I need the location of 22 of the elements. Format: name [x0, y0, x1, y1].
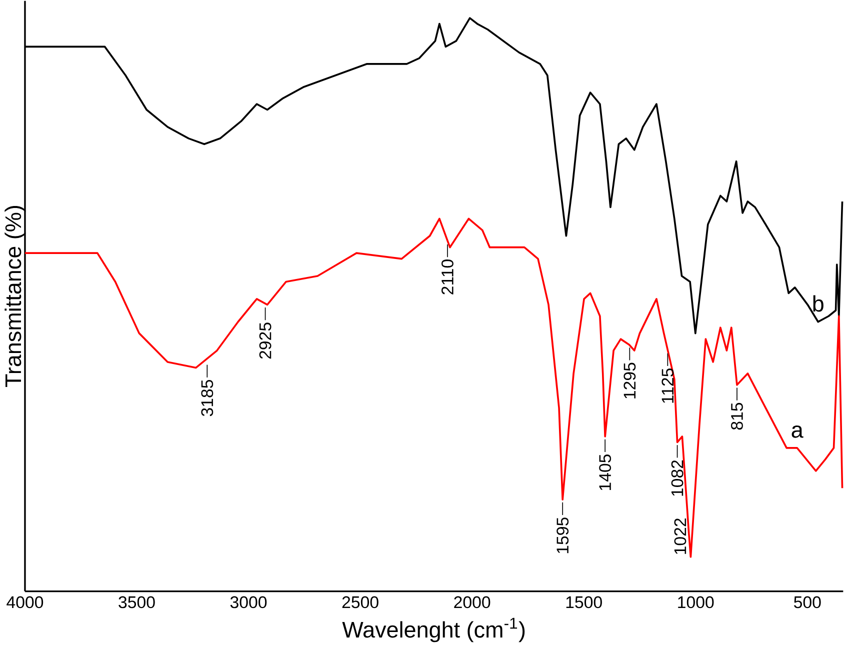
y-axis-title: Transmittance (%)	[4, 206, 26, 388]
annotation: 1082	[671, 460, 684, 496]
x-tick-label: 4000	[6, 596, 44, 608]
annotation: 3185	[201, 380, 214, 416]
x-tick-label: 3000	[230, 596, 267, 608]
annotation: 1125	[662, 368, 674, 403]
annotation: 1595	[556, 518, 569, 554]
x-tick-label: 1500	[566, 596, 602, 608]
series-label: a	[792, 426, 804, 438]
series-label: b	[813, 295, 824, 312]
x-tick-label: 2500	[342, 596, 378, 608]
annotation: 1295	[624, 362, 636, 398]
annotation: 2110	[442, 260, 454, 294]
x-tick-label: 1000	[678, 596, 714, 608]
annotation: 1022	[674, 518, 686, 554]
x-tick-label: 2000	[454, 596, 490, 608]
annotation: 815	[731, 403, 743, 430]
x-axis-title: Wavelenght (cm$^{-1}$)	[342, 618, 525, 642]
x-tick-label: 3500	[118, 596, 155, 608]
x-tick-label: 500	[794, 596, 821, 608]
annotation: 1405	[599, 454, 612, 490]
annotation: 2925	[259, 322, 272, 359]
